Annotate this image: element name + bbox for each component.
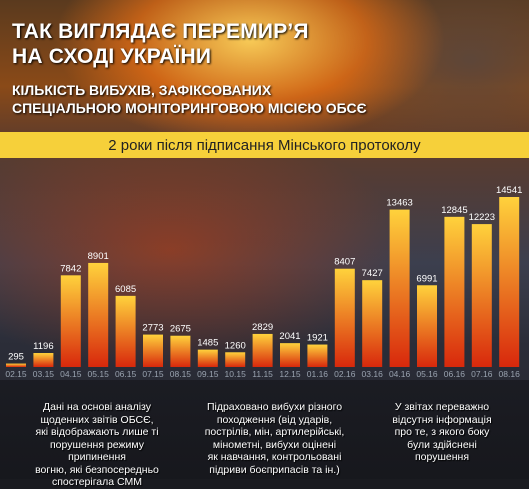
tick-label-08.15: 08.15 — [170, 369, 192, 379]
tick-label-07.16: 07.16 — [471, 369, 493, 379]
tick-label-04.16: 04.16 — [389, 369, 411, 379]
bars: 295 02.15 1196 03.15 7842 04.15 8901 05.15 6085 0… — [5, 185, 522, 379]
footnote-middle: Підраховано вибухи різного походження (в… — [197, 401, 352, 476]
data-label-10.15: 1260 — [225, 340, 246, 351]
footnote-line: спостерігала СММ — [51, 476, 142, 488]
bar-06.16 — [444, 216, 465, 367]
banner: 2 роки після підписання Мінського проток… — [0, 132, 529, 158]
footnote-line: Дані на основі аналізу — [43, 401, 151, 413]
footnote-line: Підраховано вибухи різного — [206, 401, 343, 413]
tick-label-12.15: 12.15 — [279, 369, 301, 379]
subtitle-line-1: КІЛЬКІСТЬ ВИБУХІВ, ЗАФІКСОВАНИХ — [12, 82, 272, 98]
footnote-line: порушення режиму припинення — [50, 438, 144, 464]
tick-label-03.16: 03.16 — [362, 369, 384, 379]
bar-10.15 — [225, 352, 246, 367]
title-line-1: ТАК ВИГЛЯДАЄ ПЕРЕМИР’Я — [12, 20, 309, 43]
tick-label-08.16: 08.16 — [499, 369, 521, 379]
tick-label-02.16: 02.16 — [334, 369, 356, 379]
data-label-12.15: 2041 — [279, 331, 300, 342]
bar-03.15 — [33, 353, 54, 367]
tick-label-09.15: 09.15 — [197, 369, 219, 379]
footnote-right: У звітах переважно відсутня інформація п… — [372, 401, 512, 464]
subtitle-line-2: СПЕЦІАЛЬНОЮ МОНІТОРИНГОВОЮ МІСІЄЮ ОБСЄ — [12, 100, 367, 116]
bar-07.15 — [143, 334, 163, 367]
bar-08.16 — [499, 197, 520, 367]
footnote-line: порушення — [414, 451, 470, 463]
bar-09.15 — [197, 349, 218, 367]
data-label-07.16: 12223 — [469, 212, 495, 223]
tick-label-01.16: 01.16 — [307, 369, 329, 379]
tick-label-10.15: 10.15 — [225, 369, 247, 379]
tick-label-02.15: 02.15 — [5, 369, 27, 379]
footnote-line: походження (від ударів, — [216, 413, 333, 426]
data-label-04.16: 13463 — [386, 198, 412, 209]
tick-label-11.15: 11.15 — [252, 369, 273, 379]
footnote-line: як навчання, контрольовані — [207, 451, 342, 463]
data-label-08.15: 2675 — [170, 324, 191, 335]
bar-04.16 — [389, 209, 410, 367]
bar-01.16 — [307, 344, 328, 367]
data-label-01.16: 1921 — [307, 333, 328, 344]
bar-08.15 — [170, 335, 191, 367]
bar-05.16 — [417, 285, 437, 367]
data-label-03.15: 1196 — [33, 341, 53, 352]
footnote-line: пострілів, мін, артилерійські, — [204, 426, 345, 438]
data-label-07.15: 2773 — [142, 323, 163, 334]
footnote-line: щоденних звітів ОБСЄ, — [40, 413, 154, 426]
footnote-line: вогню, які безпосередньо — [35, 463, 159, 476]
title-line-2: НА СХОДІ УКРАЇНИ — [12, 45, 212, 68]
tick-label-03.15: 03.15 — [33, 369, 55, 379]
bar-03.16 — [362, 280, 383, 367]
bar-07.16 — [471, 224, 492, 367]
data-label-02.15: 295 — [8, 352, 24, 363]
data-label-08.16: 14541 — [496, 185, 522, 196]
bar-11.15 — [252, 333, 273, 367]
data-label-03.16: 7427 — [362, 268, 383, 279]
footnote-line: підриви боєприпасів та ін.) — [209, 463, 340, 476]
bar-02.16 — [334, 268, 355, 367]
footnote-line: які відображають лише ті — [35, 426, 159, 438]
bar-05.15 — [88, 262, 109, 367]
data-label-02.16: 8407 — [334, 257, 355, 268]
tick-label-05.16: 05.16 — [416, 369, 438, 379]
footnote-line: відсутня інформація — [392, 413, 492, 426]
tick-label-05.15: 05.15 — [88, 369, 110, 379]
data-label-04.15: 7842 — [60, 263, 81, 274]
footnote-line: були здійснені — [407, 438, 477, 451]
footer-band — [0, 380, 529, 479]
data-label-06.16: 12845 — [441, 205, 467, 216]
footnote-line: мінометні, вибухи оцінені — [212, 438, 337, 451]
tick-label-04.15: 04.15 — [60, 369, 82, 379]
data-label-09.15: 1485 — [197, 338, 218, 349]
data-label-11.15: 2829 — [252, 322, 273, 333]
footnote-line: У звітах переважно — [394, 401, 490, 413]
data-label-05.15: 8901 — [88, 251, 109, 262]
footnote-left: Дані на основі аналізу щоденних звітів О… — [22, 401, 172, 489]
bar-04.15 — [60, 275, 81, 367]
bar-chart: 295 02.15 1196 03.15 7842 04.15 8901 05.15 6085 0… — [5, 185, 522, 379]
tick-label-07.15: 07.15 — [142, 369, 164, 379]
bar-06.15 — [115, 295, 136, 367]
data-label-06.15: 6085 — [115, 284, 136, 295]
bar-12.15 — [280, 343, 300, 367]
banner-text: 2 роки після підписання Мінського проток… — [108, 136, 421, 154]
tick-label-06.16: 06.16 — [444, 369, 466, 379]
footnote-line: про те, з якого боку — [394, 426, 490, 438]
data-label-05.16: 6991 — [416, 273, 437, 284]
bar-02.15 — [6, 363, 26, 367]
tick-label-06.15: 06.15 — [115, 369, 137, 379]
